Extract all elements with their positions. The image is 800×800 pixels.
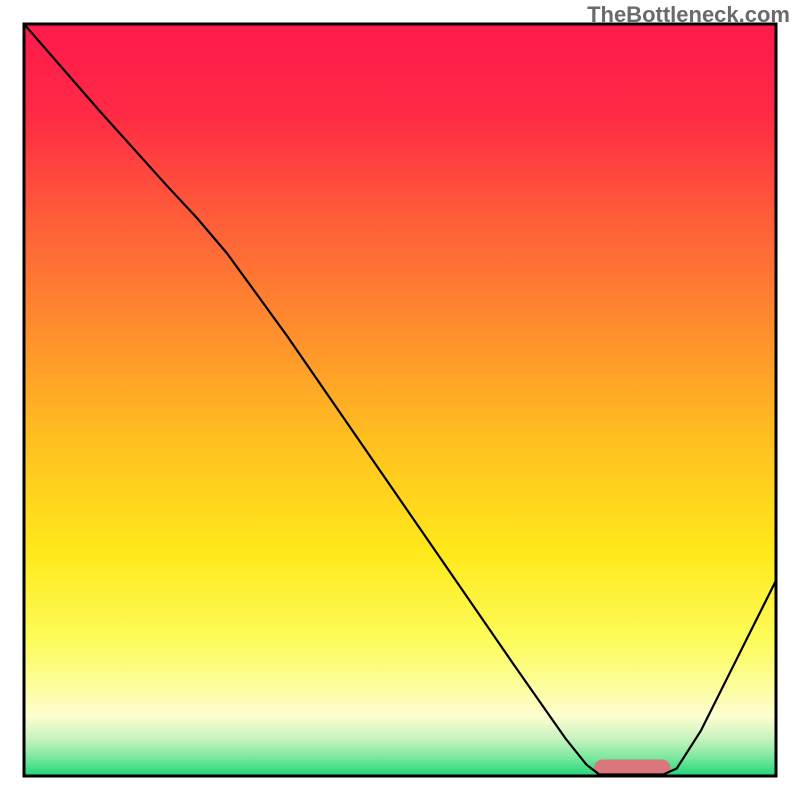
- chart-container: TheBottleneck.com: [0, 0, 800, 800]
- chart-svg: [0, 0, 800, 800]
- watermark-text: TheBottleneck.com: [587, 2, 790, 28]
- plot-background: [24, 24, 776, 776]
